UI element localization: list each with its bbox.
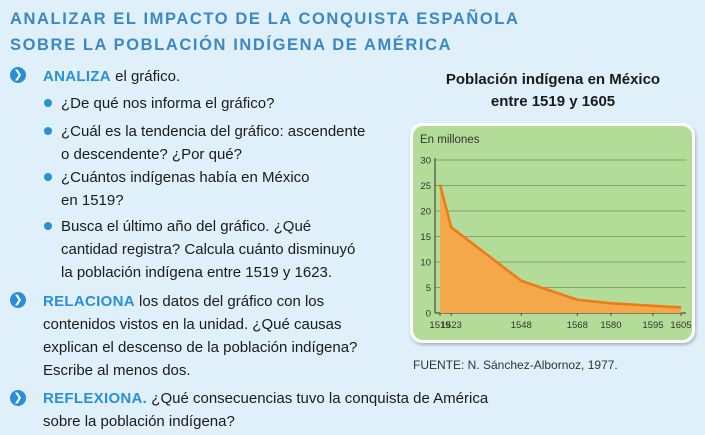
y-tick-label: 30 [420, 156, 431, 167]
relaciona-keyword: RELACIONA [43, 293, 135, 310]
y-tick-label: 20 [420, 207, 431, 218]
question-line: la población indígena entre 1519 y 1623. [61, 264, 333, 281]
chart-title-line: Población indígena en México [445, 71, 661, 88]
analiza-keyword: ANALIZA [43, 68, 111, 85]
dot-icon [44, 222, 52, 230]
title-line-1: ANALIZAR EL IMPACTO DE LA CONQUISTA ESPA… [10, 10, 520, 28]
page-title: ANALIZAR EL IMPACTO DE LA CONQUISTA ESPA… [10, 6, 520, 58]
title-line-2: SOBRE LA POBLACIÓN INDÍGENA DE AMÉRICA [10, 36, 453, 54]
reflexiona-keyword: REFLEXIONA. [43, 390, 148, 407]
reflexiona-paragraph: REFLEXIONA. ¿Qué consecuencias tuvo la c… [43, 387, 488, 433]
question-line: ¿Cuántos indígenas había en México [61, 169, 310, 186]
question-line: ¿De qué nos informa el gráfico? [61, 95, 275, 112]
analiza-text: el gráfico. [110, 68, 181, 85]
analiza-question-2: ¿Cuál es la tendencia del gráfico: ascen… [61, 120, 365, 166]
dot-icon [44, 173, 52, 181]
chart-title-line: entre 1519 y 1605 [490, 93, 616, 110]
paragraph-line: Escribe al menos dos. [43, 362, 191, 379]
x-tick-label: 1548 [511, 320, 532, 331]
analiza-question-1: ¿De qué nos informa el gráfico? [61, 92, 274, 115]
chevron-right-icon: ❯ [10, 292, 26, 308]
x-tick-label: 1580 [600, 320, 621, 331]
y-tick-label: 15 [420, 232, 431, 243]
y-tick-label: 25 [420, 181, 431, 192]
paragraph-line: sobre la población indígena? [43, 413, 235, 430]
paragraph-line: ¿Qué consecuencias tuvo la conquista de … [147, 390, 489, 407]
population-area [440, 184, 681, 313]
analiza-heading: ANALIZA el gráfico. [43, 65, 180, 88]
question-line: ¿Cuál es la tendencia del gráfico: ascen… [61, 123, 366, 140]
x-tick-label: 1523 [441, 320, 462, 331]
y-tick-label: 0 [426, 309, 431, 320]
x-tick-label: 1595 [642, 320, 663, 331]
relaciona-paragraph: RELACIONA los datos del gráfico con los … [43, 290, 357, 382]
chart-panel: En millones 0 5 10 15 20 25 30 1519 1523 1548 1568 1… [410, 123, 695, 343]
dot-icon [44, 99, 52, 107]
question-line: en 1519? [61, 192, 124, 209]
question-line: o descendente? ¿Por qué? [61, 146, 242, 163]
chevron-right-icon: ❯ [10, 390, 26, 406]
analiza-question-3: ¿Cuántos indígenas había en México en 15… [61, 166, 310, 212]
y-tick-label: 5 [426, 283, 431, 294]
chart-title: Población indígena en México entre 1519 … [418, 69, 688, 113]
y-tick-label: 10 [420, 258, 431, 269]
unit-label: En millones [420, 134, 480, 146]
analiza-question-4: Busca el último año del gráfico. ¿Qué ca… [61, 215, 355, 284]
population-line [438, 184, 682, 309]
dot-icon [44, 127, 52, 135]
chevron-right-icon: ❯ [10, 67, 26, 83]
paragraph-line: los datos del gráfico con los [134, 293, 325, 310]
paragraph-line: contenidos vistos en la unidad. ¿Qué cau… [43, 316, 342, 333]
paragraph-line: explican el descenso de la población ind… [43, 339, 358, 356]
question-line: Busca el último año del gráfico. ¿Qué [61, 218, 312, 235]
chart-source: FUENTE: N. Sánchez-Albornoz, 1977. [413, 358, 618, 372]
x-tick-label: 1605 [670, 320, 691, 331]
question-line: cantidad registra? Calcula cuánto dismin… [61, 241, 356, 258]
x-tick-label: 1568 [567, 320, 588, 331]
x-tick-label: 1519 [429, 320, 450, 331]
